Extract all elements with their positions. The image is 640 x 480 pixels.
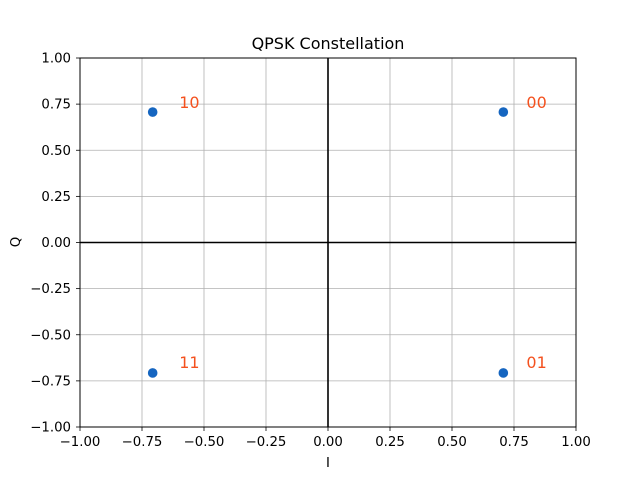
- x-tick-label: −0.50: [184, 435, 225, 450]
- data-point: [147, 368, 158, 378]
- reference-lines: [80, 58, 576, 427]
- y-tick-label: −0.25: [30, 282, 71, 297]
- point-annotation: 11: [179, 353, 199, 372]
- x-tick-label: 1.00: [561, 435, 591, 450]
- point-annotation: 01: [526, 353, 546, 372]
- y-tick-label: 0.75: [41, 98, 71, 113]
- x-tick-label: 0.25: [375, 435, 405, 450]
- x-tick-label: 0.50: [437, 435, 467, 450]
- y-tick-label: 0.50: [41, 144, 71, 159]
- x-tick-label: 0.00: [313, 435, 343, 450]
- y-tick-label: 1.00: [41, 52, 71, 67]
- x-tick-label: −0.75: [122, 435, 163, 450]
- axis-ticks: −1.00 −0.75 −0.50 −0.25 0.00 0.25 0.50 0.75 1.00…: [30, 52, 591, 451]
- point-annotation: 10: [179, 93, 199, 112]
- annotations: 00 10 11 01: [179, 93, 547, 372]
- x-axis-label: I: [326, 456, 330, 471]
- x-tick-label: −1.00: [60, 435, 101, 450]
- x-tick-label: 0.75: [499, 435, 529, 450]
- y-tick-label: 0.25: [41, 190, 71, 205]
- y-tick-label: −0.50: [30, 328, 71, 343]
- y-axis-label: Q: [9, 237, 24, 247]
- data-point: [147, 107, 158, 117]
- chart-title: QPSK Constellation: [252, 34, 405, 53]
- data-point: [498, 368, 509, 378]
- data-points: [147, 107, 509, 378]
- x-tick-label: −0.25: [246, 435, 287, 450]
- point-annotation: 00: [526, 93, 546, 112]
- y-tick-label: −0.75: [30, 374, 71, 389]
- y-tick-label: −1.00: [30, 421, 71, 436]
- y-tick-label: 0.00: [41, 236, 71, 251]
- data-point: [498, 107, 509, 117]
